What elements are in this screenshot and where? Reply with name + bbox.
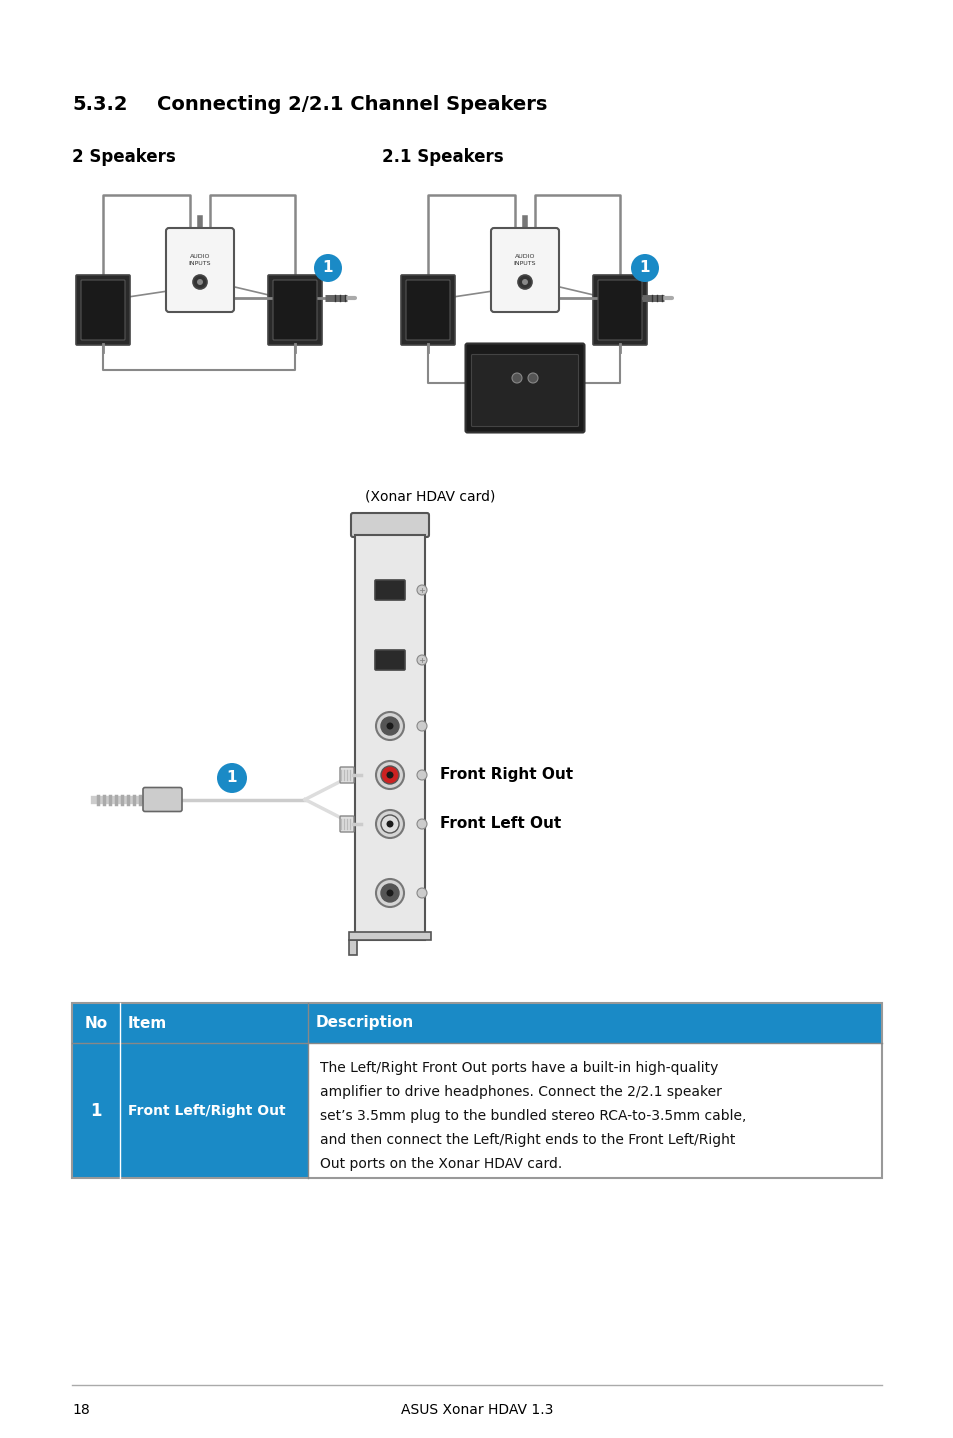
FancyBboxPatch shape bbox=[491, 229, 558, 312]
Circle shape bbox=[216, 764, 247, 792]
Circle shape bbox=[386, 772, 393, 778]
Circle shape bbox=[386, 821, 393, 827]
Text: 18: 18 bbox=[71, 1403, 90, 1416]
Circle shape bbox=[512, 372, 521, 383]
Circle shape bbox=[416, 769, 427, 779]
FancyBboxPatch shape bbox=[593, 275, 646, 345]
FancyBboxPatch shape bbox=[268, 275, 322, 345]
Text: Front Right Out: Front Right Out bbox=[439, 768, 573, 782]
Circle shape bbox=[416, 720, 427, 731]
Circle shape bbox=[380, 766, 398, 784]
FancyBboxPatch shape bbox=[598, 280, 641, 339]
Text: 1: 1 bbox=[91, 1102, 102, 1120]
Bar bbox=[71, 1043, 308, 1178]
Circle shape bbox=[375, 810, 403, 838]
Circle shape bbox=[416, 820, 427, 828]
Bar bbox=[349, 940, 356, 955]
Circle shape bbox=[517, 275, 532, 289]
FancyBboxPatch shape bbox=[375, 580, 405, 600]
FancyBboxPatch shape bbox=[375, 650, 405, 670]
Bar bbox=[349, 932, 431, 940]
Circle shape bbox=[380, 718, 398, 735]
Text: Front Left/Right Out: Front Left/Right Out bbox=[128, 1103, 285, 1117]
Text: 1: 1 bbox=[322, 260, 333, 276]
Circle shape bbox=[380, 815, 398, 833]
FancyBboxPatch shape bbox=[339, 815, 354, 833]
Text: Connecting 2/2.1 Channel Speakers: Connecting 2/2.1 Channel Speakers bbox=[157, 95, 547, 114]
Circle shape bbox=[375, 761, 403, 789]
Text: Item: Item bbox=[128, 1015, 167, 1031]
Circle shape bbox=[375, 712, 403, 741]
Text: Out ports on the Xonar HDAV card.: Out ports on the Xonar HDAV card. bbox=[319, 1158, 561, 1171]
Text: Front Left Out: Front Left Out bbox=[439, 817, 560, 831]
FancyBboxPatch shape bbox=[400, 275, 455, 345]
Text: and then connect the Left/Right ends to the Front Left/Right: and then connect the Left/Right ends to … bbox=[319, 1133, 735, 1148]
Bar bbox=[308, 1043, 882, 1178]
Circle shape bbox=[196, 279, 203, 285]
Text: The Left/Right Front Out ports have a built-in high-quality: The Left/Right Front Out ports have a bu… bbox=[319, 1061, 718, 1076]
Text: 5.3.2: 5.3.2 bbox=[71, 95, 128, 114]
Text: 2.1 Speakers: 2.1 Speakers bbox=[381, 148, 503, 165]
FancyBboxPatch shape bbox=[471, 355, 578, 427]
Circle shape bbox=[527, 372, 537, 383]
Circle shape bbox=[375, 879, 403, 907]
Circle shape bbox=[630, 255, 659, 282]
Circle shape bbox=[314, 255, 341, 282]
Text: (Xonar HDAV card): (Xonar HDAV card) bbox=[364, 490, 495, 503]
Circle shape bbox=[386, 722, 393, 729]
FancyBboxPatch shape bbox=[143, 788, 182, 811]
FancyBboxPatch shape bbox=[81, 280, 125, 339]
Bar bbox=[355, 535, 424, 940]
Text: 1: 1 bbox=[227, 771, 237, 785]
FancyBboxPatch shape bbox=[273, 280, 316, 339]
Circle shape bbox=[380, 884, 398, 902]
Circle shape bbox=[416, 585, 427, 595]
Text: AUDIO
INPUTS: AUDIO INPUTS bbox=[189, 255, 211, 266]
FancyBboxPatch shape bbox=[406, 280, 450, 339]
FancyBboxPatch shape bbox=[465, 344, 584, 433]
Circle shape bbox=[416, 654, 427, 664]
FancyBboxPatch shape bbox=[166, 229, 233, 312]
Circle shape bbox=[193, 275, 207, 289]
Text: ASUS Xonar HDAV 1.3: ASUS Xonar HDAV 1.3 bbox=[400, 1403, 553, 1416]
Bar bbox=[71, 1002, 882, 1043]
Circle shape bbox=[386, 890, 393, 896]
FancyBboxPatch shape bbox=[76, 275, 130, 345]
Text: set’s 3.5mm plug to the bundled stereo RCA-to-3.5mm cable,: set’s 3.5mm plug to the bundled stereo R… bbox=[319, 1109, 745, 1123]
Text: 2 Speakers: 2 Speakers bbox=[71, 148, 175, 165]
Text: No: No bbox=[85, 1015, 108, 1031]
Bar bbox=[71, 1002, 882, 1178]
Text: amplifier to drive headphones. Connect the 2/2.1 speaker: amplifier to drive headphones. Connect t… bbox=[319, 1086, 721, 1099]
Text: 1: 1 bbox=[639, 260, 650, 276]
Circle shape bbox=[521, 279, 527, 285]
Circle shape bbox=[416, 889, 427, 897]
Text: Description: Description bbox=[315, 1015, 414, 1031]
Text: AUDIO
INPUTS: AUDIO INPUTS bbox=[514, 255, 536, 266]
FancyBboxPatch shape bbox=[339, 766, 354, 784]
FancyBboxPatch shape bbox=[351, 513, 429, 536]
